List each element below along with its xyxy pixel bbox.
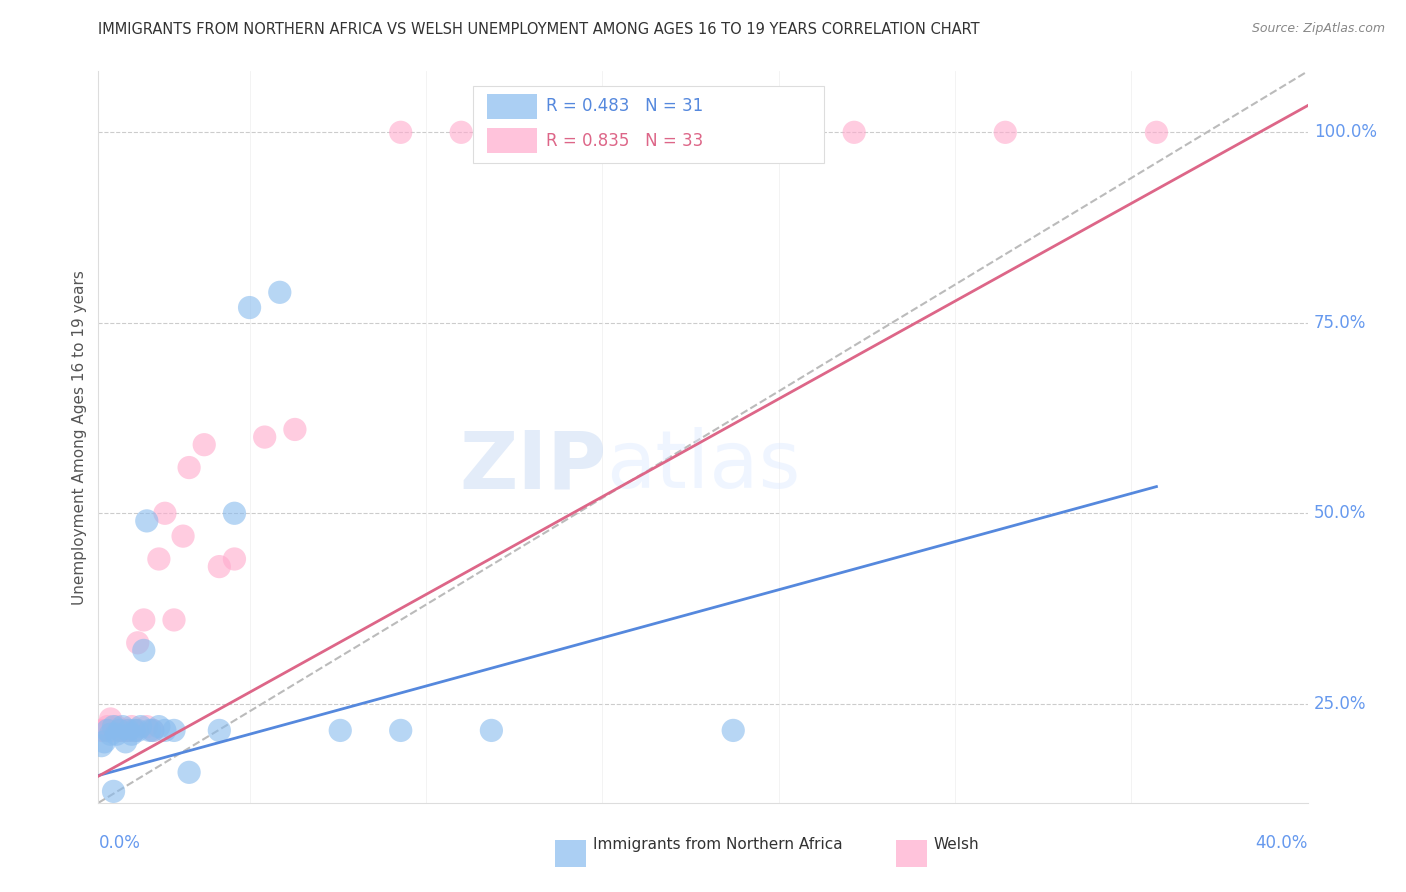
Point [224, 552, 246, 566]
Text: 40.0%: 40.0% [1256, 834, 1308, 852]
Point [103, 784, 125, 798]
Text: R = 0.835   N = 33: R = 0.835 N = 33 [546, 132, 703, 150]
Point [844, 125, 866, 139]
Text: 25.0%: 25.0% [1313, 695, 1367, 713]
Text: 75.0%: 75.0% [1313, 314, 1367, 332]
Point [111, 720, 134, 734]
Point [172, 529, 194, 543]
Text: Immigrants from Northern Africa: Immigrants from Northern Africa [593, 838, 844, 852]
Point [148, 720, 170, 734]
Point [132, 643, 155, 657]
Point [163, 723, 186, 738]
Point [96, 723, 118, 738]
Point [208, 723, 231, 738]
Point [93, 723, 115, 738]
Text: Welsh: Welsh [934, 838, 979, 852]
Point [129, 720, 152, 734]
Text: 50.0%: 50.0% [1313, 504, 1367, 523]
Text: ZIP: ZIP [458, 427, 606, 506]
Point [148, 552, 170, 566]
Point [193, 438, 215, 452]
Point [224, 506, 246, 520]
Point [111, 723, 134, 738]
Point [481, 723, 503, 738]
Point [139, 723, 162, 738]
Point [389, 723, 412, 738]
Point [105, 727, 128, 741]
Point [135, 720, 157, 734]
Text: IMMIGRANTS FROM NORTHERN AFRICA VS WELSH UNEMPLOYMENT AMONG AGES 16 TO 19 YEARS : IMMIGRANTS FROM NORTHERN AFRICA VS WELSH… [98, 22, 980, 37]
Point [114, 735, 136, 749]
Text: 0.0%: 0.0% [98, 834, 141, 852]
FancyBboxPatch shape [486, 128, 537, 153]
Point [100, 712, 122, 726]
Point [124, 723, 146, 738]
Text: R = 0.483   N = 31: R = 0.483 N = 31 [546, 96, 703, 115]
Point [253, 430, 276, 444]
Point [108, 723, 131, 738]
Point [90, 739, 112, 753]
Point [127, 636, 149, 650]
Y-axis label: Unemployment Among Ages 16 to 19 years: Unemployment Among Ages 16 to 19 years [72, 269, 87, 605]
Point [721, 723, 744, 738]
Point [389, 125, 412, 139]
Point [269, 285, 291, 300]
Point [103, 720, 125, 734]
Point [177, 765, 201, 780]
Point [1144, 125, 1167, 139]
Point [121, 727, 143, 741]
Point [135, 514, 157, 528]
Point [239, 301, 262, 315]
Point [540, 125, 562, 139]
Point [108, 723, 131, 738]
Point [114, 723, 136, 738]
Point [142, 723, 165, 738]
Point [103, 723, 125, 738]
Point [127, 723, 149, 738]
Point [208, 559, 231, 574]
Point [132, 613, 155, 627]
Point [692, 133, 714, 147]
Point [96, 720, 118, 734]
Point [124, 723, 146, 738]
Point [142, 723, 165, 738]
Point [118, 723, 141, 738]
Text: atlas: atlas [606, 427, 800, 506]
Text: Source: ZipAtlas.com: Source: ZipAtlas.com [1251, 22, 1385, 36]
FancyBboxPatch shape [474, 86, 824, 162]
Text: 100.0%: 100.0% [1313, 123, 1376, 141]
Point [90, 723, 112, 738]
Point [284, 422, 307, 436]
Point [177, 460, 201, 475]
Point [105, 720, 128, 734]
FancyBboxPatch shape [486, 94, 537, 119]
Point [100, 727, 122, 741]
Point [994, 125, 1017, 139]
Point [118, 723, 141, 738]
Point [329, 723, 352, 738]
Point [450, 125, 472, 139]
Point [163, 613, 186, 627]
Point [153, 723, 176, 738]
Point [153, 506, 176, 520]
Point [93, 735, 115, 749]
Point [121, 720, 143, 734]
